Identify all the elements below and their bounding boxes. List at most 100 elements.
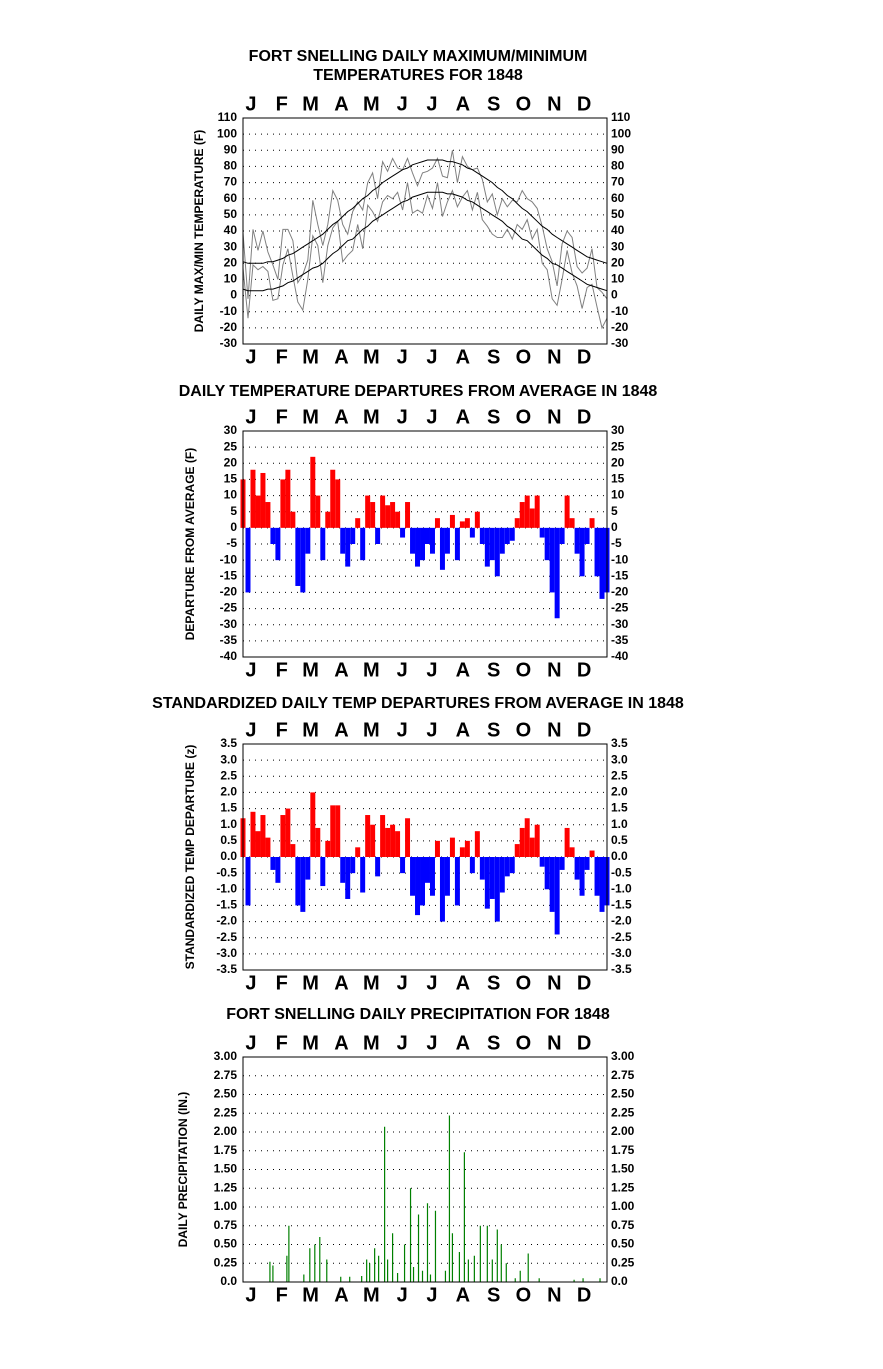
y-tick-label: 0 — [611, 520, 618, 534]
month-label: M — [302, 1284, 319, 1306]
chart-title: FORT SNELLING DAILY MAXIMUM/MINIMUM — [249, 48, 588, 65]
y-tick-label: -3.0 — [611, 946, 632, 960]
y-tick-label: -10 — [220, 304, 238, 318]
bar — [514, 844, 520, 857]
bar — [564, 827, 570, 857]
bar — [410, 527, 416, 554]
bar — [589, 850, 595, 857]
y-tick-label: 0.0 — [220, 849, 237, 863]
y-tick-label: 20 — [224, 255, 238, 269]
month-label: J — [245, 346, 256, 368]
bar — [439, 527, 445, 570]
bar — [250, 811, 256, 857]
month-label: O — [516, 93, 532, 115]
y-tick-label: -2.5 — [216, 930, 237, 944]
month-label: D — [577, 719, 591, 741]
bar — [509, 857, 515, 874]
bar — [434, 840, 440, 857]
bar — [504, 857, 510, 877]
y-tick-label: -15 — [220, 568, 238, 582]
y-tick-label: 10 — [224, 488, 238, 502]
bar — [434, 518, 440, 528]
bar — [564, 495, 570, 528]
y-tick-label: 30 — [224, 423, 238, 437]
y-tick-label: 0.0 — [611, 849, 628, 863]
month-label: F — [276, 972, 288, 994]
bar — [366, 1259, 368, 1282]
bar — [255, 495, 261, 528]
bar — [491, 1259, 493, 1282]
month-label: F — [276, 1284, 288, 1306]
y-tick-label: 2.0 — [611, 785, 628, 799]
month-label: S — [487, 1032, 500, 1054]
y-tick-label: 1.25 — [214, 1180, 238, 1194]
bar — [569, 847, 575, 857]
month-label: O — [516, 719, 532, 741]
month-label: J — [426, 406, 437, 428]
bar — [505, 1263, 507, 1282]
bar — [288, 1225, 290, 1282]
month-label: D — [577, 1284, 591, 1306]
y-tick-label: -1.0 — [611, 881, 632, 895]
y-tick-label: -25 — [220, 601, 238, 615]
bar — [439, 857, 445, 922]
month-label: J — [397, 972, 408, 994]
month-label: M — [363, 1284, 380, 1306]
bar — [549, 527, 555, 593]
bar — [385, 505, 391, 528]
plot-frame — [242, 430, 608, 658]
month-label: J — [426, 659, 437, 681]
bar — [474, 831, 480, 857]
y-tick-label: 40 — [611, 223, 625, 237]
bar — [255, 831, 261, 857]
y-tick-label: 90 — [611, 142, 625, 156]
bar — [396, 1273, 399, 1282]
bar — [409, 1188, 412, 1282]
bar — [519, 827, 525, 857]
bar — [387, 1259, 389, 1282]
month-label: A — [334, 93, 348, 115]
bar — [410, 857, 416, 896]
month-label: J — [426, 1032, 437, 1054]
bar — [250, 469, 256, 528]
bar — [269, 1261, 271, 1282]
bar — [375, 857, 381, 877]
bar — [504, 527, 510, 544]
bar — [425, 857, 430, 883]
bar — [340, 1276, 342, 1282]
bar — [280, 479, 286, 528]
month-label: S — [487, 346, 500, 368]
y-tick-label: 80 — [611, 159, 625, 173]
y-tick-label: -15 — [611, 568, 629, 582]
month-label: A — [456, 972, 470, 994]
y-tick-label: -10 — [611, 304, 629, 318]
bar — [385, 827, 391, 857]
month-label: S — [487, 972, 500, 994]
y-tick-label: 1.50 — [611, 1162, 635, 1176]
month-label: S — [487, 1284, 500, 1306]
month-label: J — [397, 406, 408, 428]
bar — [374, 1248, 376, 1282]
bar — [444, 857, 450, 896]
y-tick-label: 2.5 — [220, 768, 237, 782]
bar — [573, 1279, 575, 1282]
month-label: J — [426, 346, 437, 368]
chart-title: TEMPERATURES FOR 1848 — [313, 67, 523, 84]
bar — [451, 1233, 454, 1282]
y-tick-label: -35 — [220, 633, 238, 647]
y-tick-label: 30 — [611, 423, 625, 437]
month-label: A — [456, 1284, 470, 1306]
bar — [330, 469, 336, 528]
y-tick-label: -3.0 — [216, 946, 237, 960]
y-tick-label: 90 — [224, 142, 238, 156]
y-tick-label: 25 — [224, 439, 238, 453]
bar — [539, 527, 545, 538]
month-label: A — [456, 346, 470, 368]
bar — [310, 456, 316, 528]
bar — [538, 1278, 540, 1282]
bar — [270, 857, 276, 870]
bar — [509, 527, 515, 541]
month-label: N — [547, 1032, 561, 1054]
month-label: D — [577, 346, 591, 368]
bar — [426, 1203, 429, 1282]
